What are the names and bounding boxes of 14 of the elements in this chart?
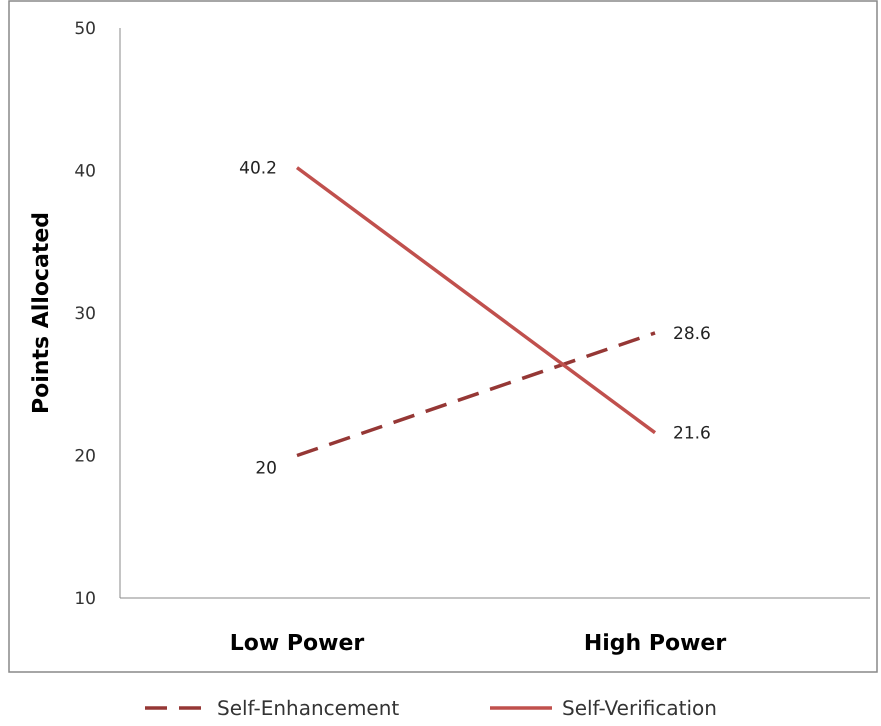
y-axis-title: Points Allocated (29, 212, 54, 414)
y-tick-label: 10 (74, 589, 96, 609)
legend-label: Self-Enhancement (217, 696, 400, 720)
x-tick-label: High Power (584, 631, 726, 656)
y-tick-label: 40 (74, 162, 96, 182)
data-label: 40.2 (239, 158, 277, 179)
legend-label: Self-Verification (562, 696, 717, 720)
y-tick-label: 30 (74, 304, 96, 324)
y-tick-label: 50 (74, 19, 96, 39)
data-label: 21.6 (673, 424, 711, 444)
y-tick-label: 20 (74, 446, 96, 466)
x-tick-label: Low Power (230, 631, 364, 656)
data-label: 28.6 (673, 324, 711, 344)
data-label: 20 (255, 458, 277, 478)
